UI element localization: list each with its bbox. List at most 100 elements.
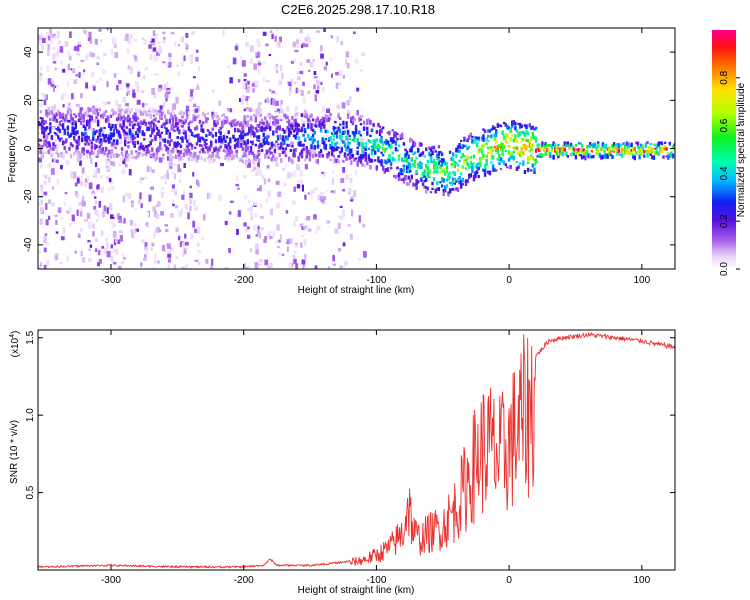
spectrogram-ridge-cell — [280, 146, 283, 149]
spectrogram-ridge-cell — [369, 158, 372, 163]
spectrogram-ridge-cell — [600, 147, 603, 152]
spectrogram-noise-cell — [308, 69, 311, 72]
spectrogram-noise-cell — [77, 46, 80, 52]
spectrogram-noise-cell — [167, 89, 171, 92]
spectrogram-noise-cell — [296, 71, 301, 75]
spectrogram-noise-cell — [166, 173, 169, 179]
spectrogram-ridge-cell — [232, 135, 235, 138]
spectrogram-noise-cell — [163, 84, 167, 91]
spectrogram-ridge-cell — [90, 144, 93, 150]
spectrogram-ridge-cell — [318, 151, 321, 155]
spectrogram-noise-cell — [149, 54, 153, 60]
spectrogram-ridge-cell — [374, 144, 377, 149]
spectrogram-noise-cell — [54, 214, 58, 217]
spectrogram-ridge-cell — [214, 112, 218, 116]
spectrogram-noise-cell — [346, 62, 350, 69]
spectrogram-ridge-cell — [673, 148, 675, 152]
spectrogram-noise-cell — [115, 248, 119, 255]
spectrogram-ridge-cell — [604, 153, 608, 159]
spectrogram-noise-cell — [53, 85, 55, 92]
spectrogram-noise-cell — [227, 108, 230, 112]
spectrogram-ridge-cell — [202, 147, 205, 150]
spectrogram-ridge-cell — [49, 146, 52, 152]
spectrogram-noise-cell — [296, 163, 300, 171]
spectrogram-ridge-cell — [289, 130, 292, 135]
spectrogram-ridge-cell — [625, 141, 628, 146]
spectrogram-noise-cell — [126, 47, 130, 55]
spectrogram-ridge-cell — [546, 144, 549, 147]
spectrogram-ridge-cell — [104, 140, 108, 143]
spectrogram-ridge-cell — [146, 126, 149, 130]
spectrogram-ridge-cell — [49, 117, 52, 121]
spectrogram-ridge-cell — [198, 150, 202, 154]
spectrogram-ridge-cell — [214, 154, 218, 159]
spectrogram-ridge-cell — [434, 164, 437, 170]
spectrogram-ridge-cell — [318, 124, 321, 128]
spectrogram-ridge-cell — [507, 150, 511, 154]
spectrogram-noise-cell — [139, 192, 142, 200]
spectrogram-noise-cell — [299, 70, 304, 75]
spectrogram-ridge-cell — [313, 144, 316, 150]
spectrogram-noise-cell — [127, 134, 130, 141]
spectrogram-ridge-cell — [235, 138, 238, 142]
spectrogram-ridge-cell — [114, 111, 117, 115]
spectrogram-ridge-cell — [103, 150, 106, 156]
spectrogram-ridge-cell — [197, 135, 200, 141]
spectrogram-ridge-cell — [487, 146, 490, 150]
spectrogram-noise-cell — [330, 35, 333, 39]
spectrogram-noise-cell — [137, 71, 141, 78]
spectrogram-noise-cell — [77, 65, 80, 69]
spectrogram-ridge-cell — [281, 150, 285, 155]
spectrogram-noise-cell — [258, 232, 262, 239]
spectrogram-ridge-cell — [472, 154, 476, 159]
spectrogram-noise-cell — [43, 99, 47, 106]
spectrogram-ridge-cell — [291, 122, 294, 127]
spectrogram-ridge-cell — [646, 141, 649, 144]
spectrogram-ridge-cell — [440, 162, 444, 167]
spectrogram-ridge-cell — [146, 144, 149, 148]
spectrogram-x-tick-label: -300 — [101, 275, 121, 286]
spectrogram-ridge-cell — [52, 142, 55, 147]
spectrogram-ridge-cell — [106, 137, 109, 142]
spectrogram-noise-cell — [256, 187, 261, 191]
spectrogram-noise-cell — [117, 239, 121, 244]
spectrogram-noise-cell — [74, 182, 78, 187]
spectrogram-ridge-cell — [133, 116, 136, 121]
spectrogram-noise-cell — [301, 259, 306, 265]
spectrogram-noise-cell — [358, 221, 361, 224]
spectrogram-ridge-cell — [288, 156, 291, 162]
spectrogram-ridge-cell — [190, 120, 194, 124]
spectrogram-ridge-cell — [143, 109, 146, 113]
spectrogram-noise-cell — [316, 225, 321, 231]
spectrogram-noise-cell — [178, 210, 182, 218]
spectrogram-ridge-cell — [421, 172, 425, 176]
spectrogram-noise-cell — [279, 234, 282, 241]
spectrogram-ridge-cell — [273, 156, 277, 162]
spectrogram-noise-cell — [39, 200, 44, 205]
spectrogram-ridge-cell — [286, 135, 289, 140]
spectrogram-noise-cell — [94, 104, 98, 109]
spectrogram-noise-cell — [243, 175, 247, 179]
spectrogram-ridge-cell — [205, 134, 208, 138]
spectrogram-ridge-cell — [296, 122, 299, 125]
spectrogram-ridge-cell — [275, 127, 278, 132]
snr-scale-note: (x104) — [9, 331, 21, 358]
spectrogram-ridge-cell — [230, 150, 234, 154]
spectrogram-ridge-cell — [286, 115, 289, 120]
spectrogram-ridge-cell — [84, 132, 87, 135]
spectrogram-noise-cell — [113, 142, 116, 146]
spectrogram-ridge-cell — [206, 129, 210, 132]
spectrogram-ridge-cell — [321, 116, 324, 122]
spectrogram-ridge-cell — [297, 141, 300, 147]
spectrogram-ridge-cell — [165, 130, 168, 135]
spectrogram-ridge-cell — [388, 159, 391, 163]
spectrogram-ridge-cell — [200, 124, 203, 128]
spectrogram-ridge-cell — [504, 123, 507, 127]
spectrogram-ridge-cell — [456, 145, 460, 150]
spectrogram-noise-cell — [267, 190, 271, 197]
spectrogram-ridge-cell — [222, 136, 226, 141]
spectrogram-noise-cell — [284, 164, 287, 167]
spectrogram-ridge-cell — [93, 131, 97, 136]
spectrogram-noise-cell — [239, 98, 243, 102]
spectrogram-noise-cell — [43, 247, 47, 253]
